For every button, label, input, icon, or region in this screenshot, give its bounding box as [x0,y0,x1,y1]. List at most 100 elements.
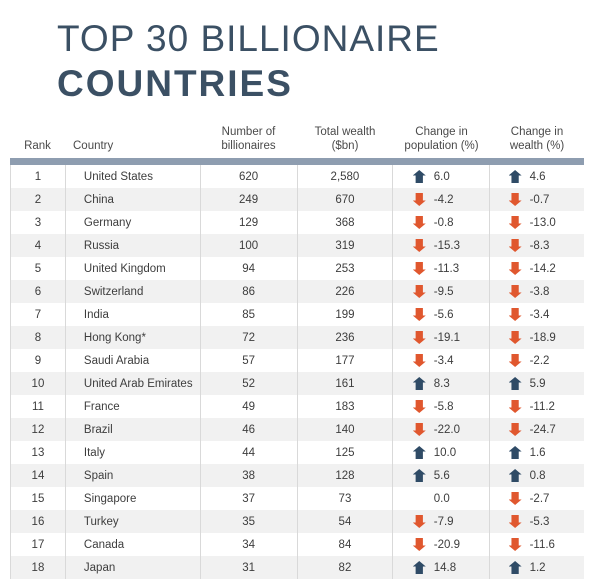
wealth-change-cell: -5.3 [490,510,584,533]
trend-down-icon [412,331,426,344]
wealth-change-cell: -13.0 [490,211,584,234]
trend-down-icon [412,216,426,229]
trend-down-icon [412,285,426,298]
population-change-cell: -5.6 [393,303,491,326]
wealth-change-value: 4.6 [529,170,546,183]
trend-down-icon [508,400,522,413]
table-row: 9 Saudi Arabia 57 177 -3.4 -2.2 [10,349,584,372]
trend-down-icon [412,515,426,528]
country-cell: United States [66,165,201,188]
rank-cell: 14 [11,464,66,487]
wealth-change-cell: -2.2 [490,349,584,372]
total-wealth-cell: 236 [298,326,394,349]
trend-down-icon [508,216,522,229]
population-change-cell: -22.0 [393,418,491,441]
total-wealth-cell: 226 [298,280,394,303]
trend-down-icon [412,193,426,206]
rank-cell: 1 [11,165,66,188]
population-change-cell: -15.3 [393,234,491,257]
rank-cell: 11 [11,395,66,418]
wealth-change-value: -14.2 [529,262,556,275]
total-wealth-cell: 161 [298,372,394,395]
billionaires-cell: 38 [201,464,298,487]
column-header-population-change: Change in population (%) [404,126,479,152]
billionaires-cell: 57 [201,349,298,372]
rank-cell: 18 [11,556,66,579]
total-wealth-cell: 2,580 [298,165,394,188]
rank-cell: 15 [11,487,66,510]
population-change-cell: -4.2 [393,188,491,211]
wealth-change-value: 5.9 [529,377,546,390]
billionaires-cell: 86 [201,280,298,303]
rank-cell: 10 [11,372,66,395]
population-change-value: -19.1 [433,331,460,344]
wealth-change-cell: -11.6 [490,533,584,556]
wealth-change-value: -2.2 [529,354,550,367]
wealth-change-value: -3.4 [529,308,550,321]
billionaires-cell: 129 [201,211,298,234]
trend-down-icon [412,354,426,367]
trend-down-icon [412,423,426,436]
population-change-value: -9.5 [433,285,454,298]
total-wealth-cell: 199 [298,303,394,326]
trend-down-icon [508,285,522,298]
billionaires-cell: 31 [201,556,298,579]
trend-up-icon [412,561,426,574]
population-change-value: 5.6 [433,469,450,482]
billionaires-cell: 34 [201,533,298,556]
population-change-value: -7.9 [433,515,454,528]
country-cell: Italy [66,441,201,464]
wealth-change-value: -8.3 [529,239,550,252]
wealth-change-value: -0.7 [529,193,550,206]
country-cell: Canada [66,533,201,556]
column-header-rank: Rank [24,139,51,152]
wealth-change-cell: 0.8 [490,464,584,487]
total-wealth-cell: 253 [298,257,394,280]
table-body: 1 United States 620 2,580 6.0 4.6 2 Chin… [10,165,584,579]
wealth-change-value: 1.2 [529,561,546,574]
rank-cell: 2 [11,188,66,211]
billionaires-cell: 46 [201,418,298,441]
population-change-cell: 6.0 [393,165,491,188]
total-wealth-cell: 140 [298,418,394,441]
trend-down-icon [508,354,522,367]
billionaires-cell: 94 [201,257,298,280]
header-divider-bar [10,158,584,165]
trend-down-icon [508,262,522,275]
table-row: 10 United Arab Emirates 52 161 8.3 5.9 [10,372,584,395]
total-wealth-cell: 82 [298,556,394,579]
wealth-change-value: -18.9 [529,331,556,344]
population-change-value: -22.0 [433,423,460,436]
billionaires-cell: 37 [201,487,298,510]
trend-up-icon [412,469,426,482]
billionaire-countries-table: Rank Country Number of billionaires Tota… [10,126,584,579]
trend-down-icon [508,193,522,206]
trend-down-icon [508,538,522,551]
rank-cell: 9 [11,349,66,372]
trend-up-icon [412,170,426,183]
billionaires-cell: 44 [201,441,298,464]
trend-down-icon [412,308,426,321]
trend-down-icon [508,492,522,505]
wealth-change-cell: 1.6 [490,441,584,464]
trend-down-icon [412,538,426,551]
country-cell: United Kingdom [66,257,201,280]
trend-down-icon [508,308,522,321]
country-cell: India [66,303,201,326]
wealth-change-value: -2.7 [529,492,550,505]
population-change-value: -0.8 [433,216,454,229]
trend-down-icon [412,262,426,275]
total-wealth-cell: 84 [298,533,394,556]
population-change-cell: 5.6 [393,464,491,487]
table-row: 4 Russia 100 319 -15.3 -8.3 [10,234,584,257]
column-header-wealth-change: Change in wealth (%) [509,126,565,152]
table-row: 6 Switzerland 86 226 -9.5 -3.8 [10,280,584,303]
table-row: 5 United Kingdom 94 253 -11.3 -14.2 [10,257,584,280]
wealth-change-cell: -14.2 [490,257,584,280]
trend-up-icon [508,561,522,574]
population-change-value: -5.6 [433,308,454,321]
country-cell: France [66,395,201,418]
trend-up-icon [508,170,522,183]
country-cell: Singapore [66,487,201,510]
country-cell: Hong Kong* [66,326,201,349]
